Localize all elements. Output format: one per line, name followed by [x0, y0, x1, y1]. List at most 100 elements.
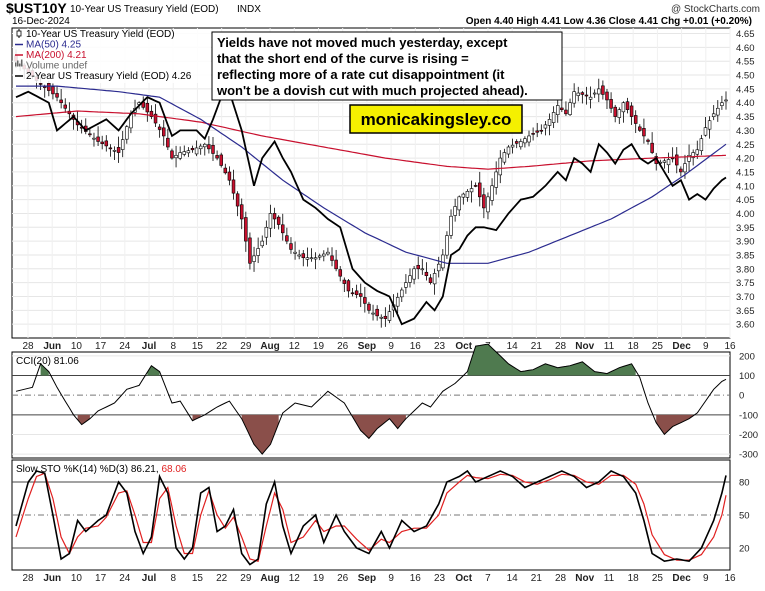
legend-label: MA(200) 4.21 — [26, 50, 87, 61]
stoch-legend-k: Slow STO %K(14) %D(3) 86.21, — [16, 464, 159, 475]
price-candle — [198, 143, 203, 155]
x-tick-label: Nov — [575, 573, 594, 584]
price-candle — [514, 139, 519, 149]
candle-legend-icon — [16, 29, 22, 38]
stoch-y-tick: 50 — [739, 511, 750, 522]
price-candle — [699, 134, 704, 156]
cci-y-tick: 0 — [739, 391, 744, 402]
price-candle — [601, 80, 605, 100]
x-tick-label: 24 — [119, 573, 131, 584]
price-candle — [412, 266, 416, 285]
brand-badge: monicakingsley.co — [349, 104, 523, 134]
price-candle — [108, 144, 113, 157]
price-candle — [461, 192, 466, 205]
price-y-tick: 4.60 — [736, 43, 755, 54]
price-candle — [100, 135, 104, 150]
price-y-tick: 4.15 — [736, 167, 755, 178]
price-candle — [539, 124, 544, 135]
price-candle — [211, 136, 215, 162]
stoch-legend: Slow STO %K(14) %D(3) 86.21, 68.06 — [16, 464, 187, 475]
price-y-tick: 4.40 — [736, 98, 755, 109]
x-tick-label: 18 — [628, 573, 640, 584]
x-tick-label: Jun — [43, 573, 61, 584]
x-tick-label: 21 — [531, 341, 543, 352]
chart-date: 16-Dec-2024 — [12, 16, 70, 27]
x-tick-label: 22 — [216, 573, 228, 584]
legend-item: MA(50) 4.25 — [15, 40, 81, 51]
price-candle — [621, 101, 626, 123]
brand-text: monicakingsley.co — [361, 110, 512, 129]
price-y-tick: 4.20 — [736, 154, 755, 165]
price-candle — [182, 145, 187, 157]
price-y-tick: 3.80 — [736, 264, 755, 275]
x-tick-label: Jun — [43, 341, 61, 352]
price-candle — [145, 97, 150, 122]
price-candle — [293, 241, 297, 260]
price-candle — [371, 304, 375, 321]
price-candle — [482, 187, 486, 219]
x-tick-label: Nov — [575, 341, 594, 352]
price-y-tick: 4.45 — [736, 84, 755, 95]
price-candle — [494, 161, 498, 195]
x-tick-label: 10 — [71, 341, 83, 352]
price-candle — [309, 248, 314, 262]
price-candle — [498, 150, 503, 184]
price-candle — [297, 249, 301, 260]
price-candle — [666, 152, 671, 173]
price-candle — [395, 292, 400, 313]
stoch-legend-d: 68.06 — [161, 464, 186, 475]
price-candle — [272, 207, 277, 229]
legend-label: 10-Year US Treasury Yield (EOD) — [26, 29, 175, 40]
price-candle — [88, 128, 92, 138]
price-y-tick: 3.70 — [736, 292, 755, 303]
legend-label: MA(50) 4.25 — [26, 40, 81, 51]
price-candle — [711, 105, 716, 121]
stoch-y-tick: 20 — [739, 544, 750, 555]
ma50-line — [16, 85, 727, 264]
x-tick-label: 10 — [71, 573, 83, 584]
symbol: $UST10Y — [6, 0, 67, 16]
x-tick-label: Oct — [455, 573, 472, 584]
price-candle — [519, 138, 523, 150]
price-candle — [506, 145, 511, 158]
price-candle — [157, 124, 162, 138]
price-candle — [613, 104, 617, 123]
price-candle — [194, 140, 199, 157]
price-candle — [215, 150, 219, 161]
x-tick-label: 21 — [531, 573, 543, 584]
x-tick-label: Jul — [142, 573, 157, 584]
price-candle — [231, 169, 236, 200]
price-candle — [207, 136, 211, 154]
x-tick-label: 23 — [434, 341, 446, 352]
price-candle — [662, 158, 667, 169]
x-tick-label: 17 — [95, 573, 107, 584]
price-candle — [248, 232, 252, 270]
price-candle — [716, 100, 720, 122]
legend-item: Volume undef — [15, 59, 87, 72]
price-candle — [112, 146, 117, 160]
candle-series — [14, 49, 728, 328]
ma200-line — [15, 110, 727, 170]
x-tick-label: Jul — [142, 341, 157, 352]
x-tick-label: 25 — [652, 341, 664, 352]
price-candle — [289, 237, 293, 254]
cci-overbought-fill — [467, 344, 636, 376]
price-y-tick: 4.30 — [736, 126, 755, 137]
price-candle — [330, 247, 334, 267]
x-tick-label: 9 — [703, 573, 709, 584]
price-candle — [313, 252, 318, 270]
x-tick-label: 17 — [95, 341, 107, 352]
price-candle — [285, 227, 289, 245]
price-y-tick: 4.55 — [736, 57, 755, 68]
price-candle — [432, 268, 437, 295]
price-candle — [203, 142, 207, 156]
cci-overbought-fill — [40, 363, 49, 376]
price-candle — [420, 259, 425, 275]
price-candle — [170, 148, 174, 160]
x-tick-label: 29 — [240, 341, 252, 352]
price-candle — [326, 247, 330, 256]
x-tick-label: 16 — [724, 341, 736, 352]
annotation-line-4: won't be a dovish cut with much projecte… — [216, 83, 528, 98]
price-candle — [687, 144, 691, 172]
price-candle — [597, 78, 601, 103]
